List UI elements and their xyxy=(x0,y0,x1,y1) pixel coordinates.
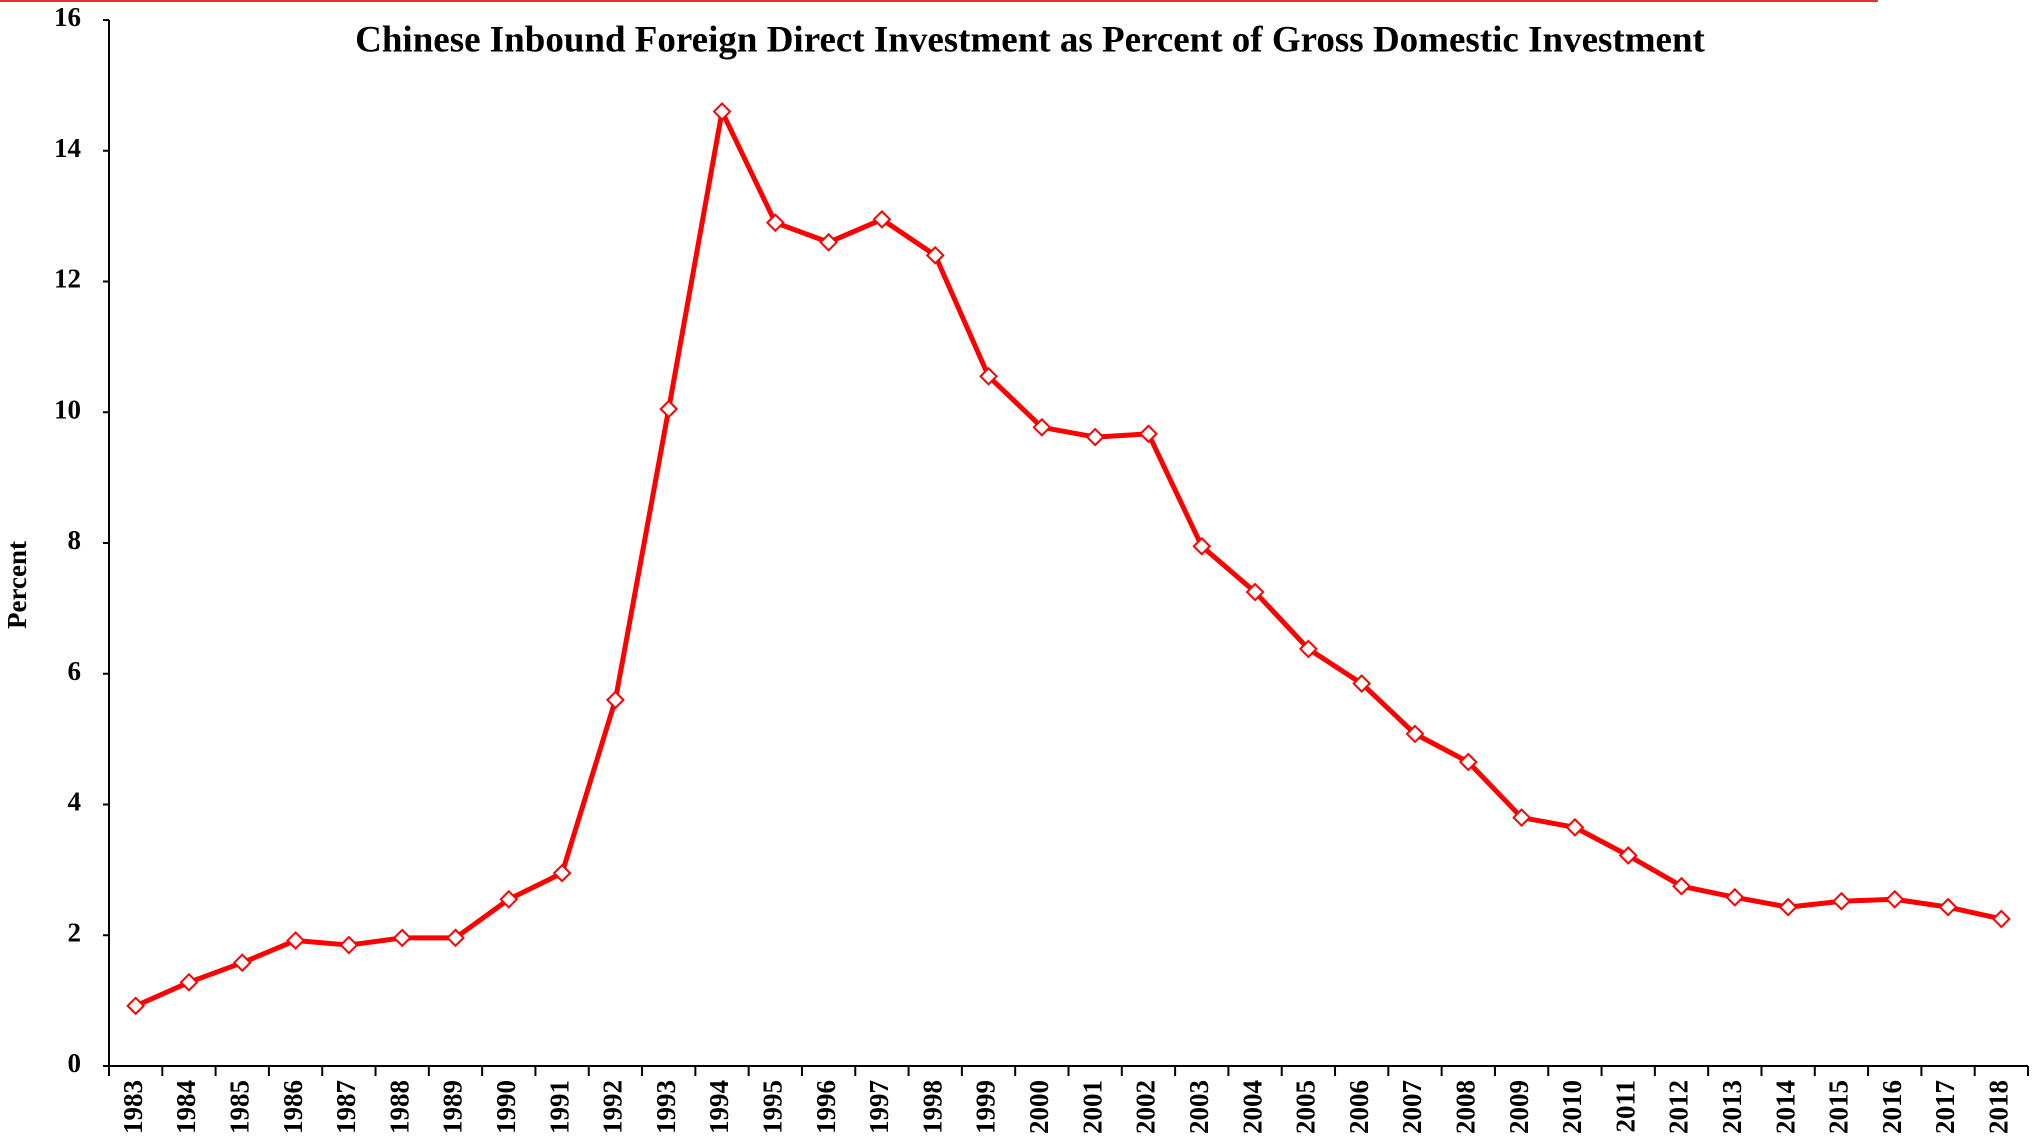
data-marker xyxy=(1885,889,1905,909)
x-tick-label: 2014 xyxy=(1770,1080,1800,1134)
y-tick-label: 4 xyxy=(68,787,82,817)
data-marker xyxy=(446,928,465,948)
y-tick-label: 0 xyxy=(68,1048,82,1078)
y-axis-label: Percent xyxy=(2,541,32,629)
x-tick-label: 1999 xyxy=(971,1080,1001,1134)
data-marker xyxy=(925,245,945,265)
data-marker xyxy=(979,366,998,386)
x-tick-label: 1986 xyxy=(278,1080,308,1134)
data-marker xyxy=(1032,417,1052,437)
data-marker xyxy=(339,935,359,955)
data-marker xyxy=(1405,724,1425,744)
data-marker xyxy=(1778,897,1798,917)
data-marker xyxy=(126,996,146,1016)
x-tick-label: 2011 xyxy=(1610,1080,1640,1133)
x-tick-label: 2000 xyxy=(1024,1080,1054,1134)
data-marker xyxy=(286,931,305,950)
data-marker xyxy=(712,102,732,121)
x-tick-label: 2005 xyxy=(1291,1080,1321,1134)
data-marker xyxy=(1085,427,1105,447)
x-tick-label: 1984 xyxy=(171,1080,201,1134)
x-tick-label: 1995 xyxy=(758,1080,788,1134)
data-marker xyxy=(499,889,519,909)
x-tick-label: 1985 xyxy=(224,1080,254,1134)
x-tick-label: 1992 xyxy=(598,1080,628,1134)
x-tick-label: 2017 xyxy=(1930,1080,1960,1134)
data-marker xyxy=(872,209,892,229)
data-marker xyxy=(1832,891,1851,911)
x-tick-label: 2008 xyxy=(1450,1080,1480,1134)
data-marker xyxy=(1192,536,1212,556)
data-marker xyxy=(1458,752,1478,772)
y-tick-label: 2 xyxy=(68,917,82,947)
data-marker xyxy=(1245,582,1265,602)
x-tick-label: 1997 xyxy=(864,1080,894,1134)
y-tick-label: 8 xyxy=(68,525,82,555)
data-marker xyxy=(1512,808,1532,827)
x-tick-label: 2013 xyxy=(1717,1080,1747,1134)
data-marker xyxy=(819,232,839,252)
x-tick-label: 2012 xyxy=(1664,1080,1694,1134)
data-marker xyxy=(765,213,785,233)
data-marker xyxy=(552,863,572,883)
y-tick-label: 14 xyxy=(54,133,81,163)
x-tick-label: 2016 xyxy=(1877,1080,1907,1134)
data-marker xyxy=(232,953,252,973)
y-tick-label: 6 xyxy=(68,656,82,686)
data-marker xyxy=(1565,817,1585,837)
x-tick-label: 1991 xyxy=(544,1080,574,1134)
x-tick-label: 2009 xyxy=(1504,1080,1534,1134)
x-tick-label: 1993 xyxy=(651,1080,681,1134)
data-marker xyxy=(1672,876,1691,896)
data-marker xyxy=(1298,639,1318,659)
data-marker xyxy=(659,399,679,419)
data-marker xyxy=(605,690,625,710)
y-tick-label: 16 xyxy=(54,2,81,32)
chart-title: Chinese Inbound Foreign Direct Investmen… xyxy=(355,19,1705,60)
y-tick-label: 10 xyxy=(54,394,81,424)
x-tick-label: 2007 xyxy=(1397,1080,1427,1134)
x-tick-label: 1990 xyxy=(491,1080,521,1134)
data-marker xyxy=(1139,424,1158,444)
x-tick-label: 1983 xyxy=(118,1080,148,1134)
x-tick-label: 2010 xyxy=(1557,1080,1587,1134)
x-tick-label: 2018 xyxy=(1984,1080,2014,1134)
x-tick-label: 1988 xyxy=(384,1080,414,1134)
x-tick-label: 2003 xyxy=(1184,1080,1214,1134)
x-tick-label: 2015 xyxy=(1824,1080,1854,1134)
x-tick-label: 2002 xyxy=(1131,1080,1161,1134)
x-tick-label: 1998 xyxy=(917,1080,947,1134)
x-tick-label: 1987 xyxy=(331,1080,361,1134)
x-tick-label: 1996 xyxy=(811,1080,841,1134)
data-marker xyxy=(1725,887,1745,907)
x-tick-label: 1989 xyxy=(438,1080,468,1134)
x-tick-label: 2004 xyxy=(1237,1080,1267,1134)
data-marker xyxy=(1352,674,1372,693)
data-marker xyxy=(392,928,412,948)
x-tick-label: 2006 xyxy=(1344,1080,1374,1134)
x-tick-label: 2001 xyxy=(1077,1080,1107,1134)
data-marker xyxy=(179,972,199,992)
data-line xyxy=(134,109,2002,1009)
data-marker xyxy=(1991,909,2011,929)
data-marker xyxy=(1618,846,1638,865)
y-tick-label: 12 xyxy=(54,264,81,294)
data-marker xyxy=(1938,897,1958,917)
x-tick-label: 1994 xyxy=(704,1080,734,1134)
